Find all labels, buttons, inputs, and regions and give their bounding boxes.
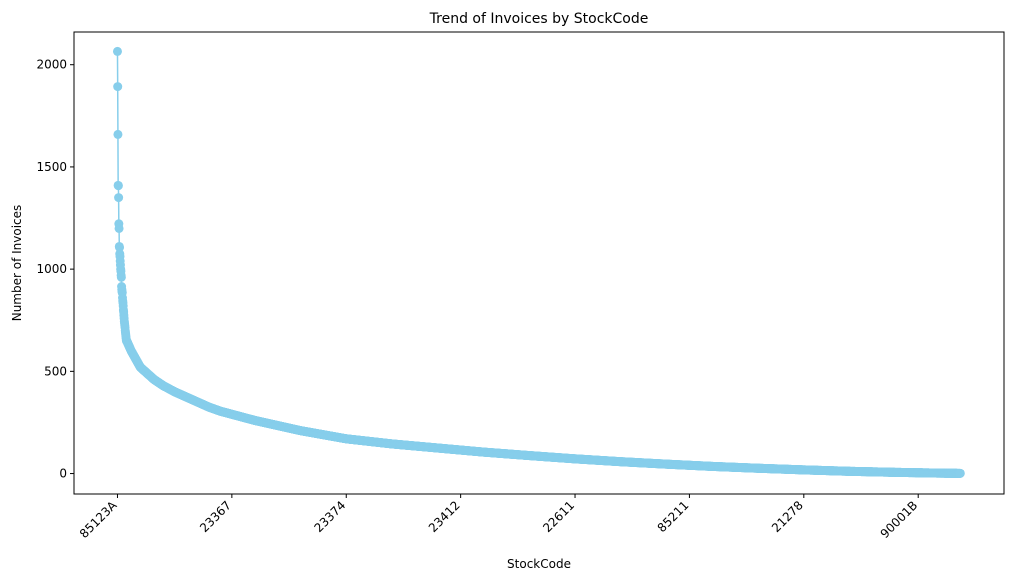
data-point — [116, 272, 126, 282]
x-axis: 85123A 23367 23374 23412 22611 85211 21278 9000… — [77, 494, 920, 541]
x-axis-label: StockCode — [507, 557, 571, 571]
y-tick-label: 500 — [44, 364, 67, 378]
y-axis-label: Number of Invoices — [10, 205, 24, 322]
x-tick-label: 23367 — [197, 498, 234, 535]
data-point — [113, 181, 123, 191]
data-point — [115, 242, 125, 252]
x-tick-label: 23374 — [311, 498, 348, 535]
data-point — [955, 468, 965, 478]
x-tick-label: 21278 — [769, 498, 806, 535]
data-point — [114, 193, 124, 203]
y-tick-label: 1000 — [36, 262, 67, 276]
x-tick-label: 85123A — [77, 498, 120, 541]
y-tick-label: 2000 — [36, 58, 67, 72]
x-tick-label: 22611 — [540, 498, 577, 535]
series-line — [116, 51, 961, 475]
y-axis: 0 500 1000 1500 2000 — [36, 58, 74, 481]
data-point — [113, 82, 123, 92]
series-points — [112, 46, 965, 478]
data-point — [113, 129, 123, 139]
series-layer — [112, 46, 965, 478]
data-point — [112, 46, 122, 56]
data-point — [114, 223, 124, 233]
x-tick-label: 85211 — [655, 498, 692, 535]
x-tick-label: 23412 — [426, 498, 463, 535]
x-tick-label: 90001B — [878, 498, 921, 541]
y-tick-label: 0 — [59, 467, 67, 481]
chart-title: Trend of Invoices by StockCode — [429, 11, 649, 27]
y-tick-label: 1500 — [36, 160, 67, 174]
plot-frame — [73, 31, 1005, 495]
